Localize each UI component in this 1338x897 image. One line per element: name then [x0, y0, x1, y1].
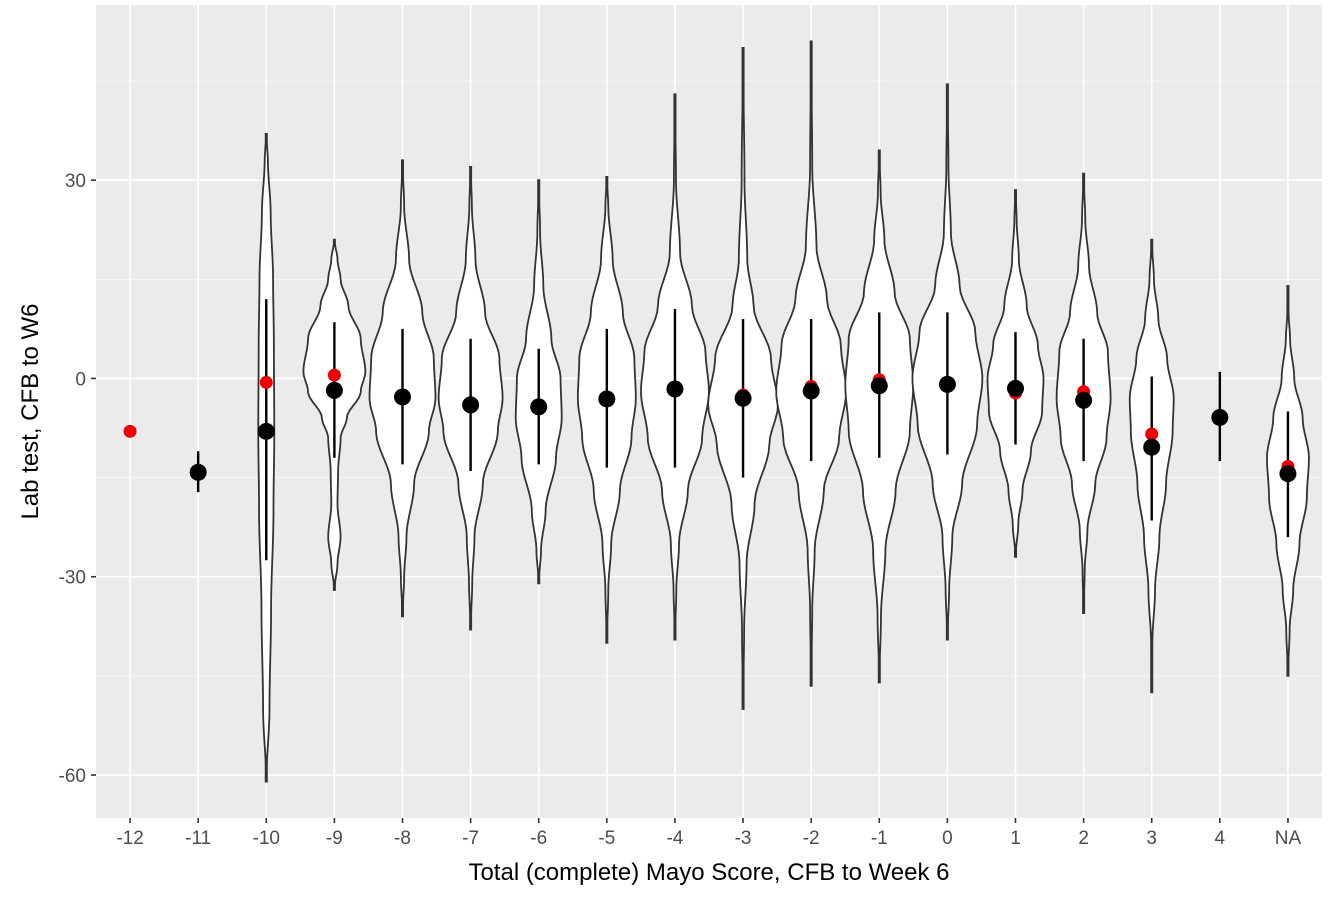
y-tick-label: -30 — [59, 568, 86, 589]
x-tick-label: -2 — [803, 828, 820, 849]
x-tick-label: -6 — [530, 828, 547, 849]
mean-point--5 — [598, 390, 616, 408]
median-point--10 — [259, 375, 273, 389]
y-tick-label: 30 — [65, 171, 86, 192]
mean-point--7 — [462, 396, 480, 414]
mean-point-0 — [938, 375, 956, 393]
median-point-3 — [1145, 427, 1159, 441]
mean-point-2 — [1075, 391, 1093, 409]
mean-point--6 — [530, 398, 548, 416]
median-point--9 — [327, 368, 341, 382]
x-tick-label: NA — [1275, 828, 1302, 849]
x-tick-label: -8 — [394, 828, 411, 849]
y-axis: 30 0 -30 -60 — [59, 171, 96, 787]
y-tick-label: 0 — [75, 369, 86, 390]
y-tick-label: -60 — [59, 766, 86, 787]
y-axis-title: Lab test, CFB to W6 — [17, 303, 44, 519]
mean-point--11 — [189, 463, 207, 481]
x-tick-label: -12 — [116, 828, 143, 849]
x-axis-title: Total (complete) Mayo Score, CFB to Week… — [468, 859, 949, 886]
x-tick-label: 2 — [1078, 828, 1089, 849]
mean-point--1 — [870, 377, 888, 395]
x-tick-label: -10 — [253, 828, 280, 849]
mean-point--9 — [325, 381, 343, 399]
summary-layer — [123, 299, 1297, 561]
x-tick-label: -4 — [666, 828, 683, 849]
x-tick-label: 1 — [1010, 828, 1021, 849]
x-tick-label: -3 — [735, 828, 752, 849]
median-point--12 — [123, 424, 137, 438]
x-tick-label: 3 — [1146, 828, 1157, 849]
mean-point--3 — [734, 389, 752, 407]
mean-point-NA — [1279, 465, 1297, 483]
mean-point-1 — [1007, 379, 1024, 397]
mean-point-4 — [1211, 408, 1229, 426]
mean-point--10 — [257, 422, 275, 440]
mean-point--8 — [394, 388, 411, 406]
x-tick-label: -9 — [326, 828, 343, 849]
x-tick-label: -11 — [185, 828, 211, 849]
x-tick-label: -1 — [871, 828, 888, 849]
x-tick-label: -7 — [462, 828, 479, 849]
mean-point--4 — [666, 380, 684, 398]
x-axis: -12 -11 -10 -9 -8 -7 -6 -5 -4 -3 -2 -1 0 1 2 3 4 NA — [116, 818, 1301, 849]
x-tick-label: 0 — [942, 828, 953, 849]
mean-point--2 — [802, 382, 820, 400]
x-tick-label: 4 — [1215, 828, 1226, 849]
x-tick-label: -5 — [598, 828, 615, 849]
mean-point-3 — [1143, 438, 1161, 456]
